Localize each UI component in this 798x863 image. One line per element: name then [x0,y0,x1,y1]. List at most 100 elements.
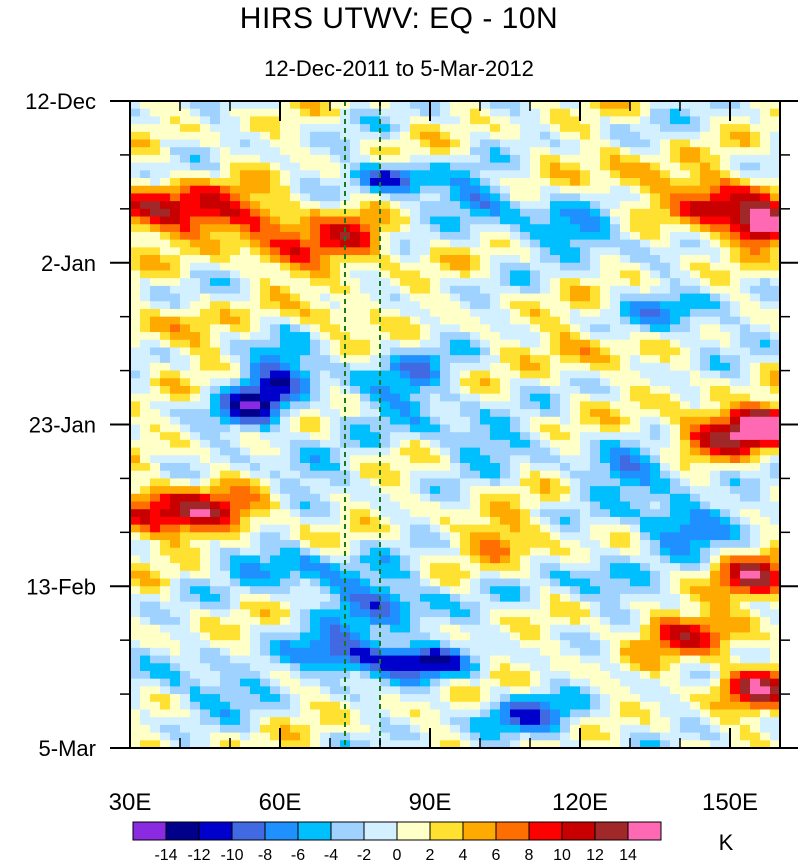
field-cell [330,239,341,248]
field-cell [140,678,151,687]
field-cell [410,593,421,603]
field-cell [280,101,291,110]
field-cell [360,547,371,557]
field-cell [590,617,601,626]
field-cell [630,178,641,187]
field-cell [720,516,731,526]
field-cell [260,116,271,125]
field-cell [770,678,781,687]
field-cell [540,255,551,264]
field-cell [270,101,281,110]
field-cell [200,640,211,649]
field-cell [750,170,761,179]
field-cell [170,470,181,480]
field-cell [670,170,681,179]
field-cell [350,439,361,449]
field-cell [750,293,761,302]
field-cell [490,347,501,356]
field-cell [260,401,271,410]
field-cell [550,424,561,433]
field-cell [400,162,411,171]
field-cell [170,139,181,148]
field-cell [520,270,531,279]
field-cell [320,124,331,133]
field-cell [660,201,671,210]
field-cell [320,493,331,503]
field-cell [570,147,581,156]
field-cell [190,439,201,449]
field-cell [390,686,401,695]
field-cell [520,385,531,395]
field-cell [530,362,541,372]
field-cell [570,193,581,202]
field-cell [680,347,691,356]
field-cell [400,493,411,503]
field-cell [180,632,191,641]
field-cell [490,101,501,110]
field-cell [720,278,731,287]
field-cell [290,124,301,133]
field-cell [370,178,381,187]
field-cell [320,108,331,117]
field-cell [560,609,571,618]
field-cell [270,362,281,372]
field-cell [200,501,211,510]
field-cell [210,547,221,557]
field-cell [170,686,181,695]
field-cell [720,362,731,372]
field-cell [650,663,661,672]
field-cell [250,262,261,272]
field-cell [420,285,431,295]
field-cell [760,586,771,595]
field-cell [650,655,661,664]
field-cell [720,547,731,557]
field-cell [740,185,751,195]
field-cell [660,655,671,664]
field-cell [720,370,731,379]
field-cell [520,478,531,487]
field-cell [580,285,591,295]
field-cell [280,178,291,187]
field-cell [490,486,501,495]
field-cell [380,262,391,272]
field-cell [600,224,611,233]
field-cell [220,601,231,610]
field-cell [320,116,331,125]
field-cell [240,624,251,634]
field-cell [610,409,621,418]
field-cell [160,463,171,472]
field-cell [680,524,691,533]
field-cell [240,316,251,325]
field-cell [250,501,261,510]
field-cell [290,116,301,125]
field-cell [730,154,741,164]
field-cell [620,632,631,641]
field-cell [770,131,781,141]
field-cell [540,586,551,595]
field-cell [230,378,241,387]
field-cell [420,270,431,279]
field-cell [570,316,581,325]
field-cell [540,447,551,456]
field-cell [590,640,601,649]
field-cell [130,401,141,410]
field-cell [660,347,671,356]
field-cell [630,385,641,395]
field-cell [330,624,341,634]
field-cell [490,516,501,526]
field-cell [600,193,611,202]
field-cell [130,678,141,687]
field-cell [220,424,231,433]
field-cell [190,154,201,164]
field-cell [170,424,181,433]
field-cell [370,147,381,156]
field-cell [430,255,441,264]
field-cell [550,301,561,310]
field-cell [590,439,601,449]
field-cell [550,231,561,241]
field-cell [440,362,451,372]
field-cell [680,316,691,325]
field-cell [570,647,581,657]
field-cell [640,540,651,549]
field-cell [660,308,671,318]
